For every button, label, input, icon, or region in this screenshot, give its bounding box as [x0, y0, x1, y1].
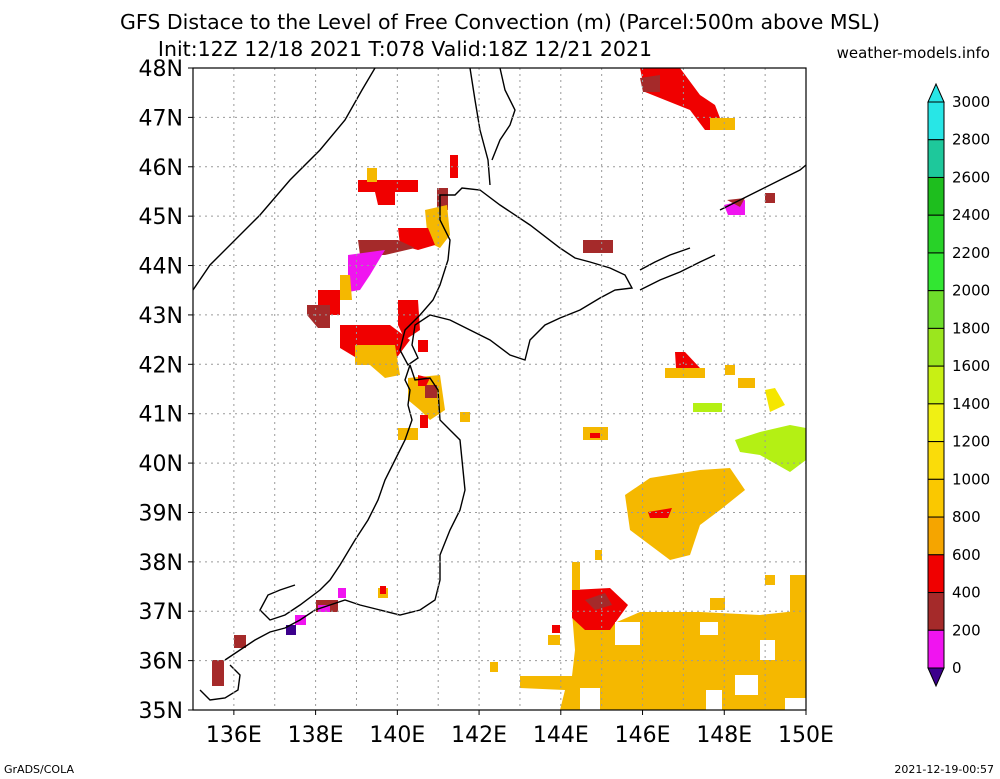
lon-tick-label: 140E: [369, 723, 425, 748]
colorbar-label: 2000: [952, 282, 990, 300]
colorbar-label: 1800: [952, 319, 990, 337]
colorbar-label: 400: [952, 584, 981, 602]
colorbar-label: 2400: [952, 206, 990, 224]
lat-tick-label: 45N: [139, 205, 183, 230]
colorbar-segment: [927, 139, 945, 178]
map-frame: [192, 67, 807, 711]
gridlines: [193, 68, 807, 710]
lat-tick-label: 41N: [139, 403, 183, 428]
site-label: weather-models.info: [836, 44, 990, 62]
colorbar-segment: [927, 554, 945, 594]
lat-tick-label: 48N: [139, 57, 183, 82]
lat-tick-label: 43N: [139, 304, 183, 329]
colorbar-segment: [927, 101, 945, 141]
colorbar-label: 600: [952, 546, 981, 564]
lon-tick-label: 146E: [615, 723, 671, 748]
colorbar-segment: [927, 629, 945, 669]
colorbar-label: 2200: [952, 244, 990, 262]
lat-tick-label: 39N: [139, 501, 183, 526]
lon-tick-label: 144E: [533, 723, 589, 748]
lon-tick-label: 138E: [288, 723, 344, 748]
colorbar-label: 2600: [952, 168, 990, 186]
colorbar-segment: [927, 214, 945, 254]
colorbar-label: 1400: [952, 395, 990, 413]
colorbar-segment: [927, 403, 945, 443]
colorbar-label: 1200: [952, 433, 990, 451]
lat-tick-label: 37N: [139, 600, 183, 625]
chart-title: GFS Distace to the Level of Free Convect…: [120, 10, 880, 34]
colorbar-segment: [927, 290, 945, 329]
lat-tick-label: 46N: [139, 156, 183, 181]
axis-ticks: 48N 47N 46N 45N 44N 43N 42N 41N 40N 39N 38N 37N 36N 3…: [139, 57, 834, 748]
colorbar-label: 200: [952, 621, 981, 639]
lon-tick-label: 150E: [778, 723, 834, 748]
colorbar-segment: [927, 252, 945, 292]
colorbar-label: 1600: [952, 357, 990, 375]
lon-tick-label: 148E: [696, 723, 752, 748]
convection-field: [212, 68, 806, 710]
colorbar-label: 2800: [952, 131, 990, 149]
colorbar: 3000280026002400220020001800160014001200…: [927, 82, 990, 688]
lat-tick-label: 47N: [139, 106, 183, 131]
colorbar-segment: [927, 365, 945, 405]
colorbar-bottom-arrow: [927, 667, 945, 688]
colorbar-segment: [927, 327, 945, 367]
colorbar-segment: [927, 478, 945, 518]
footer-right: 2021-12-19-00:57: [894, 763, 994, 776]
colorbar-segment: [927, 176, 945, 216]
lat-tick-label: 36N: [139, 650, 183, 675]
colorbar-label: 0: [952, 659, 962, 677]
colorbar-segment: [927, 441, 945, 480]
colorbar-label: 1000: [952, 470, 990, 488]
lat-tick-label: 40N: [139, 452, 183, 477]
lat-tick-label: 42N: [139, 353, 183, 378]
colorbar-top-arrow: [927, 82, 945, 103]
lon-tick-label: 142E: [451, 723, 507, 748]
lat-tick-label: 38N: [139, 551, 183, 576]
lon-tick-label: 136E: [206, 723, 262, 748]
colorbar-label: 3000: [952, 93, 990, 111]
colorbar-label: 800: [952, 508, 981, 526]
lat-tick-label: 44N: [139, 255, 183, 280]
chart-subtitle: Init:12Z 12/18 2021 T:078 Valid:18Z 12/2…: [157, 37, 653, 61]
footer-left: GrADS/COLA: [4, 763, 74, 776]
lat-tick-label: 35N: [139, 699, 183, 724]
colorbar-segment: [927, 592, 945, 631]
colorbar-segment: [927, 516, 945, 556]
